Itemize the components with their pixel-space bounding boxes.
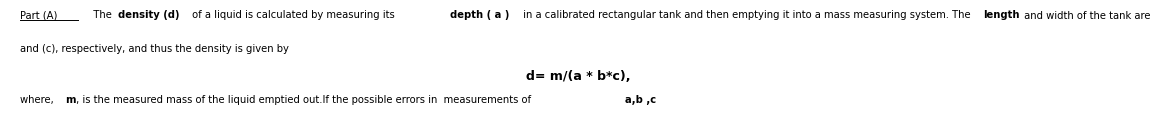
Text: m: m — [66, 95, 76, 105]
Text: depth ( a ): depth ( a ) — [450, 10, 510, 20]
Text: a,b ,c: a,b ,c — [625, 95, 656, 105]
Text: in a calibrated rectangular tank and then emptying it into a mass measuring syst: in a calibrated rectangular tank and the… — [520, 10, 973, 20]
Text: of a liquid is calculated by measuring its: of a liquid is calculated by measuring i… — [189, 10, 398, 20]
Text: The: The — [84, 10, 114, 20]
Text: where,: where, — [20, 95, 56, 105]
Text: , is the measured mass of the liquid emptied out.If the possible errors in  meas: , is the measured mass of the liquid emp… — [74, 95, 535, 105]
Text: Part (A): Part (A) — [20, 10, 56, 20]
Text: density (d): density (d) — [118, 10, 180, 20]
Text: length: length — [984, 10, 1020, 20]
Text: and width of the tank are (b): and width of the tank are (b) — [1022, 10, 1153, 20]
Text: and (c), respectively, and thus the density is given by: and (c), respectively, and thus the dens… — [20, 44, 288, 54]
Text: d= m/(a * b*c),: d= m/(a * b*c), — [526, 70, 631, 83]
